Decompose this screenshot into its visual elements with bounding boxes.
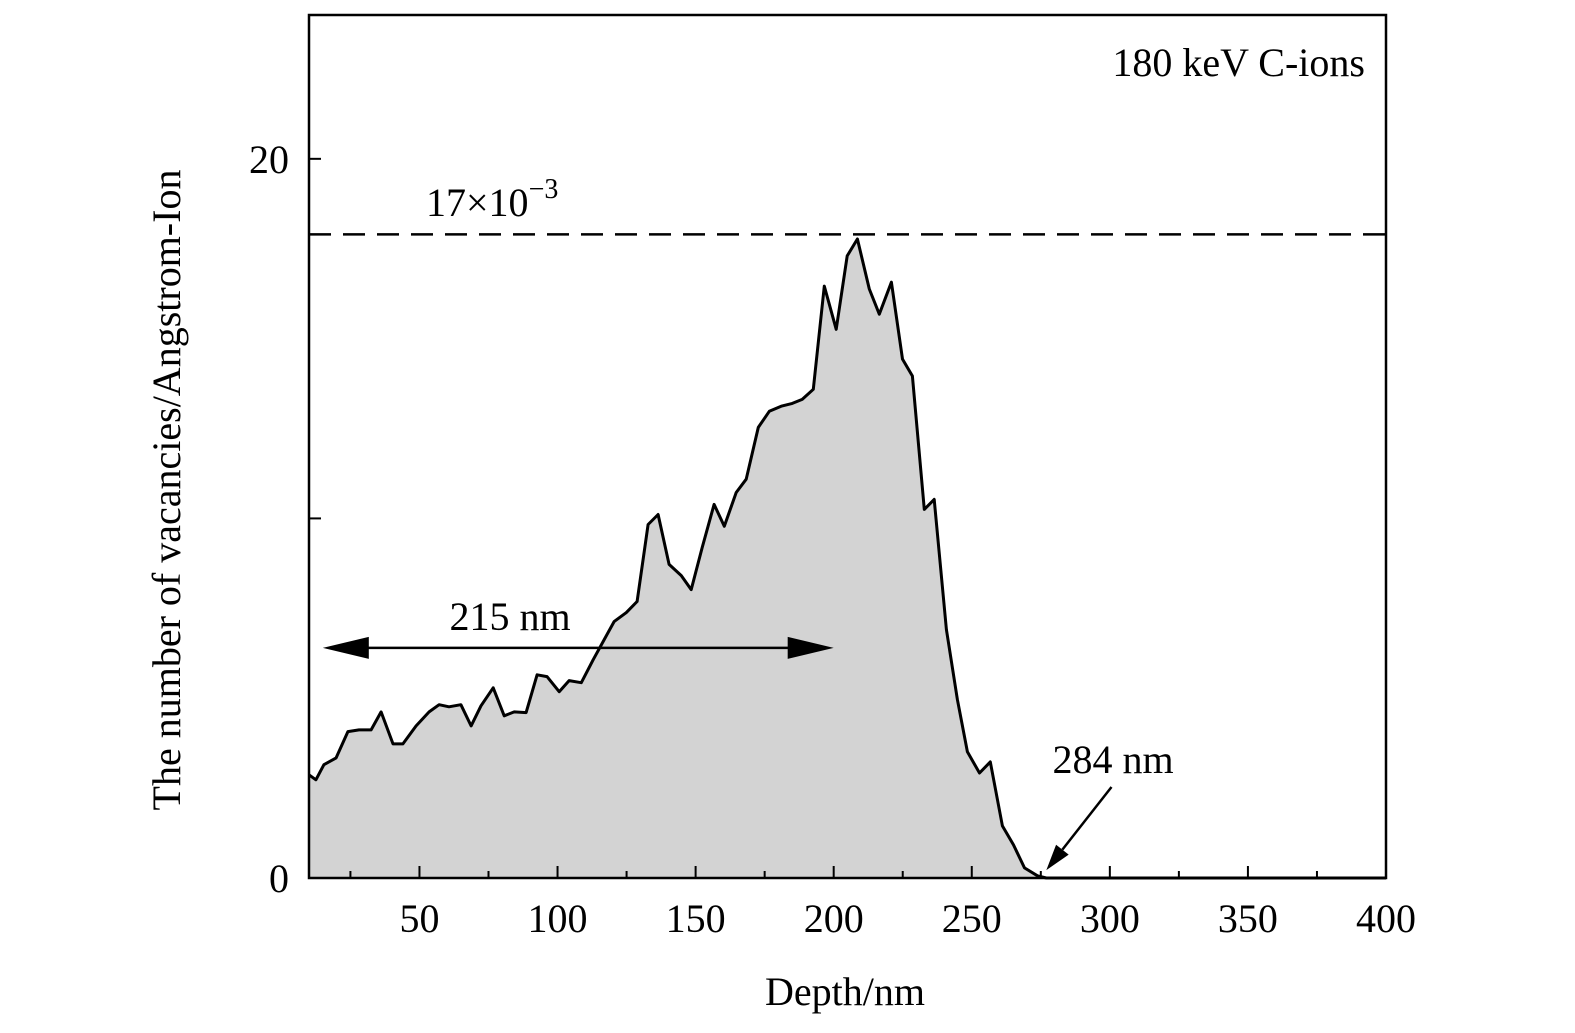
y-axis-title: The number of vacancies/Angstrom-Ion bbox=[144, 170, 189, 811]
x-tick-label: 200 bbox=[804, 896, 864, 941]
dashed-line-label: 17×10−3 bbox=[426, 174, 558, 225]
x-tick-label: 300 bbox=[1080, 896, 1140, 941]
end-arrow-label: 284 nm bbox=[1052, 737, 1173, 782]
range-arrow-left-head bbox=[322, 636, 369, 659]
legend-text: 180 keV C-ions bbox=[1112, 40, 1365, 85]
x-tick-label: 400 bbox=[1356, 896, 1416, 941]
area-fill bbox=[309, 239, 1386, 878]
y-tick-label: 20 bbox=[249, 137, 289, 182]
dashed-label-base: 17×10 bbox=[426, 180, 529, 225]
x-tick-label: 250 bbox=[942, 896, 1002, 941]
end-arrow-shaft bbox=[1061, 786, 1113, 851]
x-tick-label: 150 bbox=[666, 896, 726, 941]
x-axis-title: Depth/nm bbox=[765, 969, 925, 1014]
range-arrow-right-head bbox=[787, 636, 834, 659]
plot-area bbox=[308, 233, 1386, 880]
axis-ticks: 50 100 150 200 250 300 350 400 0 20 bbox=[249, 137, 1416, 941]
series-line bbox=[308, 237, 1386, 880]
y-tick-label: 0 bbox=[269, 856, 289, 901]
end-arrow-head bbox=[1046, 844, 1069, 871]
range-arrow-label: 215 nm bbox=[449, 594, 570, 639]
x-tick-label: 100 bbox=[528, 896, 588, 941]
x-tick-label: 50 bbox=[399, 896, 439, 941]
x-tick-label: 350 bbox=[1218, 896, 1278, 941]
dashed-label-exponent: −3 bbox=[529, 174, 559, 205]
plot-frame bbox=[307, 13, 1388, 880]
